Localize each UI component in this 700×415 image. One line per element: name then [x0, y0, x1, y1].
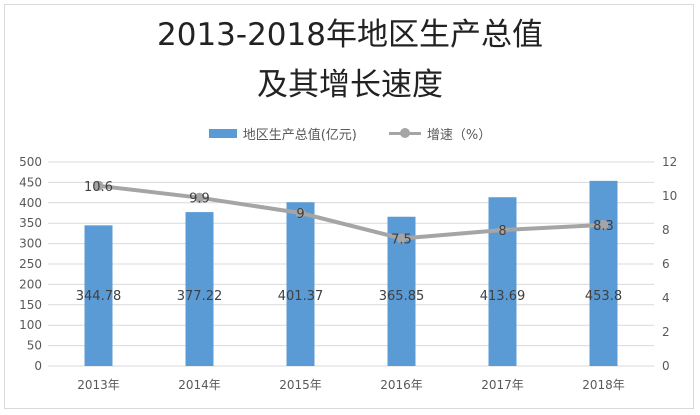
line-data-label: 9.9: [189, 192, 210, 207]
bar-data-label: 413.69: [480, 289, 526, 304]
chart-legend: 地区生产总值(亿元) 增速（%）: [0, 122, 700, 144]
growth-point: [598, 219, 609, 230]
bar: [185, 212, 214, 366]
growth-point: [295, 208, 306, 218]
y-left-tick-label: 0: [34, 359, 42, 373]
growth-point: [396, 233, 407, 244]
x-tick-label: 2015年: [279, 378, 322, 392]
y-left-tick-label: 500: [19, 155, 42, 169]
legend-item-gdp: 地区生产总值(亿元): [208, 124, 357, 143]
legend-label-growth: 增速（%）: [426, 127, 492, 143]
chart-subtitle: 及其增长速度: [257, 67, 443, 103]
y-left-tick-label: 150: [19, 298, 42, 312]
bar: [84, 225, 113, 366]
bar: [488, 197, 517, 366]
growth-point: [497, 225, 508, 235]
line-data-label: 8.3: [593, 219, 614, 234]
y-left-tick-label: 400: [19, 196, 42, 210]
bar-data-label: 365.85: [379, 289, 425, 304]
x-tick-label: 2017年: [481, 378, 524, 392]
bar: [286, 202, 315, 366]
y-left-tick-label: 450: [19, 175, 42, 189]
x-tick-label: 2014年: [178, 378, 221, 392]
chart-frame: [4, 4, 694, 409]
x-tick-label: 2013年: [77, 378, 120, 392]
y-right-tick-label: 2: [662, 325, 670, 339]
y-right-tick-label: 8: [662, 223, 670, 237]
line-data-label: 8: [498, 224, 506, 239]
bar-data-label: 377.22: [177, 289, 223, 304]
bar-data-label: 344.78: [76, 289, 122, 304]
legend-bar-swatch: [208, 128, 237, 138]
legend-label-gdp: 地区生产总值(亿元): [242, 127, 357, 143]
y-left-tick-label: 250: [19, 257, 42, 271]
y-right-tick-label: 12: [662, 155, 677, 169]
y-left-tick-label: 300: [19, 237, 42, 251]
y-left-tick-label: 350: [19, 216, 42, 230]
x-tick-label: 2016年: [380, 378, 423, 392]
line-data-label: 7.5: [391, 233, 412, 248]
growth-point: [194, 192, 205, 203]
bar: [589, 180, 618, 366]
y-right-tick-label: 6: [662, 257, 670, 271]
y-right-tick-label: 10: [662, 189, 677, 203]
growth-point: [93, 180, 104, 191]
y-left-tick-label: 200: [19, 277, 42, 291]
line-data-label: 10.6: [84, 180, 113, 195]
bar-data-label: 453.8: [585, 289, 622, 304]
growth-line: [98, 183, 604, 241]
y-right-tick-label: 4: [662, 291, 670, 305]
x-tick-label: 2018年: [582, 378, 625, 392]
legend-item-growth: 增速（%）: [388, 124, 492, 143]
chart-title: 2013-2018年地区生产总值: [157, 17, 543, 53]
y-left-tick-label: 50: [27, 339, 42, 353]
line-data-label: 9: [296, 207, 304, 222]
y-right-tick-label: 0: [662, 359, 670, 373]
bar-data-label: 401.37: [278, 289, 324, 304]
y-left-tick-label: 100: [19, 318, 42, 332]
legend-line-swatch: [388, 128, 421, 138]
